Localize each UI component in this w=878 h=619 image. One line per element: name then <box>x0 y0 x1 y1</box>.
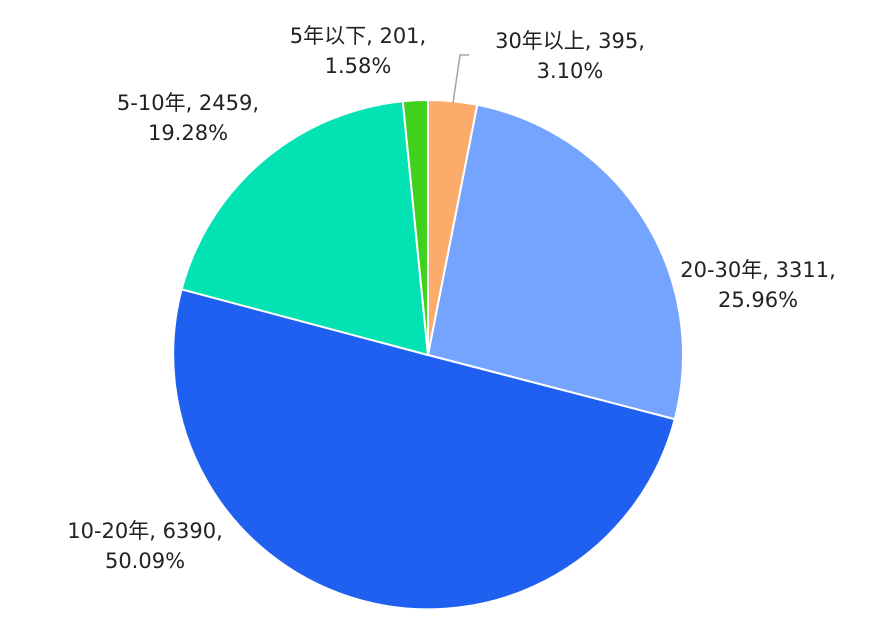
data-label-3-line1: 5-10年, 2459, <box>117 91 259 115</box>
data-label-4-line2: 1.58% <box>325 54 392 78</box>
data-label-1-line2: 25.96% <box>718 288 798 312</box>
data-label-4-line1: 5年以下, 201, <box>290 24 426 48</box>
data-label-2-line2: 50.09% <box>105 549 185 573</box>
data-label-1-line1: 20-30年, 3311, <box>680 258 836 282</box>
pie-slice-2 <box>172 288 677 611</box>
pie-slice-4 <box>401 98 429 356</box>
leader-line-0 <box>452 54 469 104</box>
data-label-2-line1: 10-20年, 6390, <box>67 519 223 543</box>
data-label-0-line1: 30年以上, 395, <box>495 29 645 53</box>
pie-slice-3 <box>180 100 430 357</box>
data-label-0-line2: 3.10% <box>537 59 604 83</box>
leader-lines <box>452 54 469 104</box>
pie-slices <box>172 98 685 611</box>
pie-slice-1 <box>426 103 685 421</box>
data-labels: 30年以上, 395, 3.10% 20-30年, 3311, 25.96% 10-20… <box>67 24 836 573</box>
data-label-3-line2: 19.28% <box>148 121 228 145</box>
